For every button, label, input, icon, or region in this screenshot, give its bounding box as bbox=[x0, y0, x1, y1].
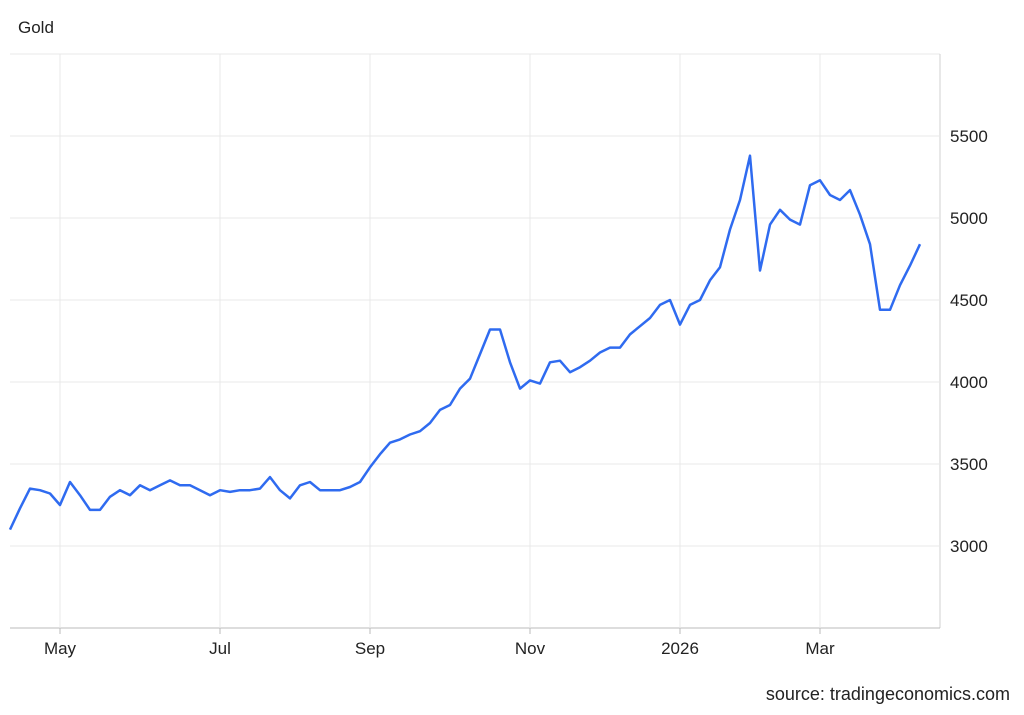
y-tick-label: 5000 bbox=[950, 209, 988, 228]
x-tick-label: Mar bbox=[805, 639, 835, 658]
y-tick-label: 3000 bbox=[950, 537, 988, 556]
x-tick-label: 2026 bbox=[661, 639, 699, 658]
y-tick-label: 4000 bbox=[950, 373, 988, 392]
x-tick-label: Nov bbox=[515, 639, 546, 658]
y-tick-label: 5500 bbox=[950, 127, 988, 146]
x-tick-label: Sep bbox=[355, 639, 385, 658]
price-line bbox=[8, 154, 922, 531]
source-note: source: tradingeconomics.com bbox=[766, 684, 1010, 704]
y-tick-label: 4500 bbox=[950, 291, 988, 310]
x-tick-label: Jul bbox=[209, 639, 231, 658]
y-tick-label: 3500 bbox=[950, 455, 988, 474]
chart-title: Gold bbox=[18, 18, 54, 37]
x-tick-label: May bbox=[44, 639, 77, 658]
